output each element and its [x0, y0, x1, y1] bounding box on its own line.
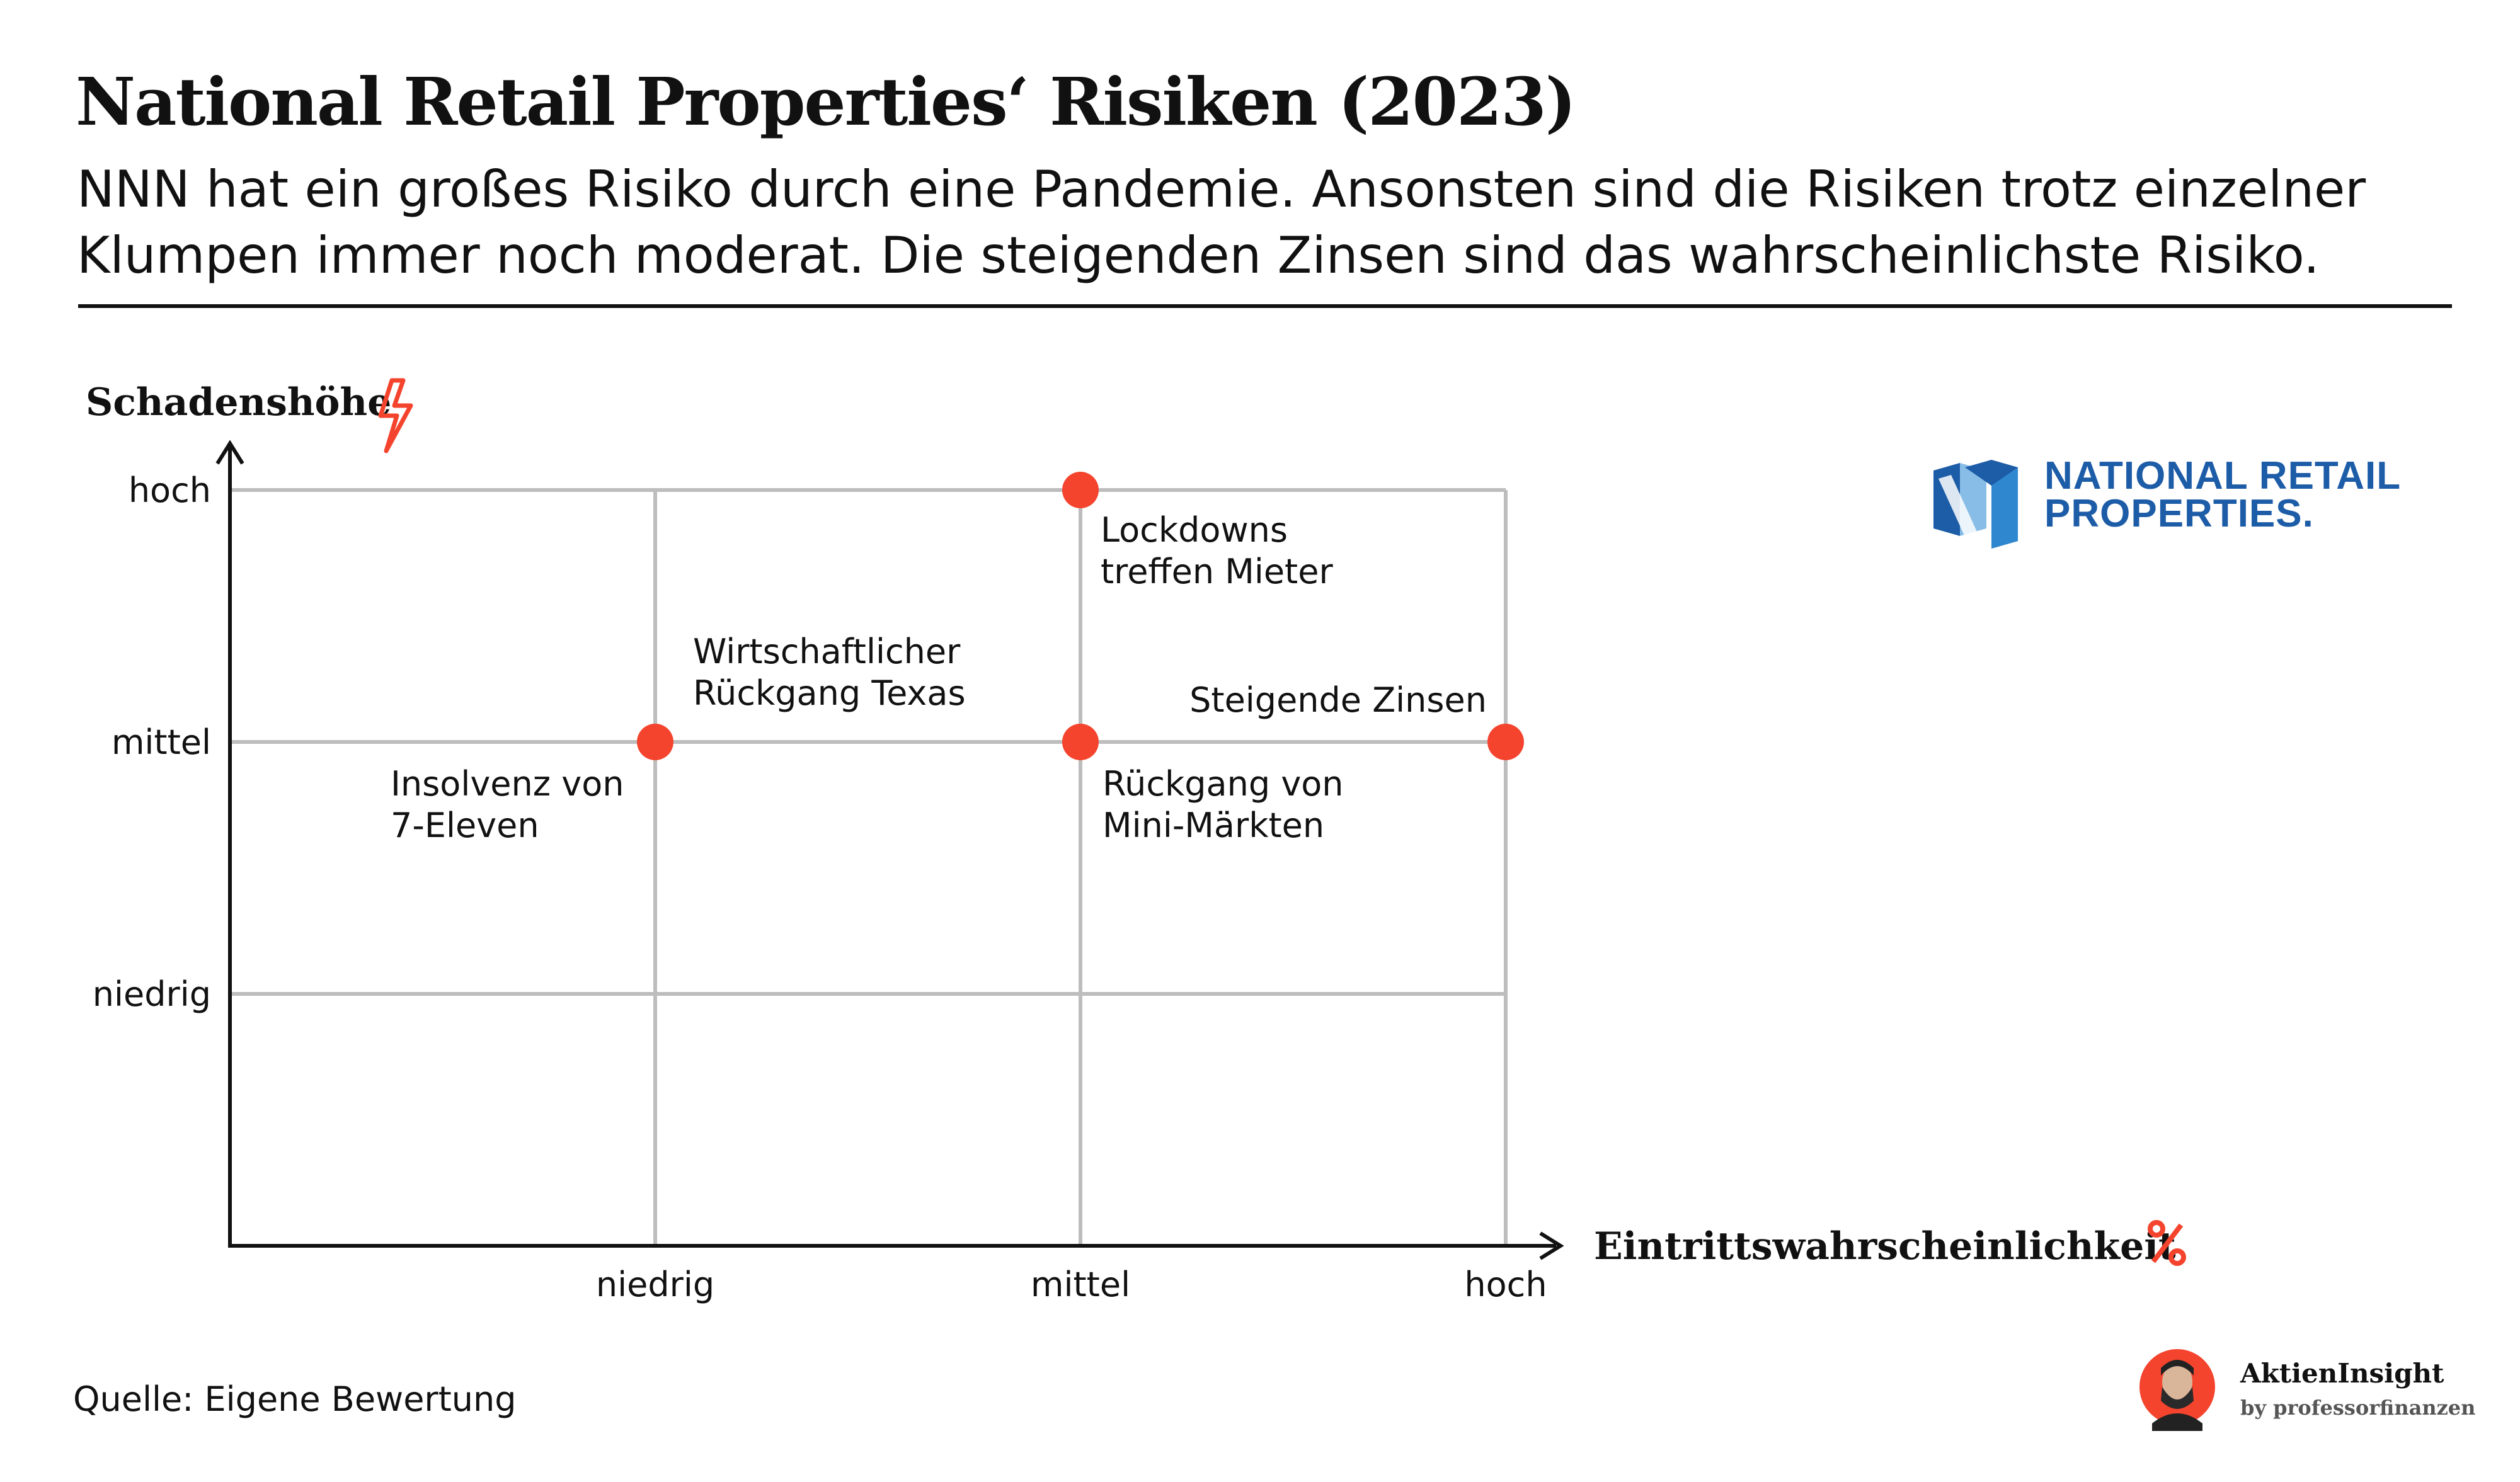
grid [230, 488, 1508, 1246]
brand-name: AktienInsight [2240, 1358, 2444, 1389]
logo-text: NATIONAL RETAIL PROPERTIES. [2044, 457, 2401, 533]
brand-byline: by professorfinanzen [2240, 1396, 2476, 1420]
point-label: Rückgang von Mini-Märkten [1102, 764, 1344, 845]
company-logo: NATIONAL RETAIL PROPERTIES. [1925, 448, 2429, 562]
percent-icon [2148, 1220, 2186, 1266]
data-point [1062, 724, 1099, 760]
x-tick-label: niedrig [596, 1265, 714, 1304]
logo-line-1: NATIONAL RETAIL [2044, 454, 2402, 498]
chart-title: National Retail Properties‘ Risiken (202… [76, 63, 1576, 140]
point-label: Lockdowns treffen Mieter [1101, 510, 1333, 591]
source-note: Quelle: Eigene Bewertung [73, 1379, 517, 1419]
point-label: Wirtschaftlicher Rückgang Texas [693, 632, 966, 713]
y-tick-labels: niedrig mittel hoch [93, 470, 211, 1014]
brand-badge: AktienInsight by professorfinanzen [2133, 1343, 2486, 1437]
x-tick-labels: niedrig mittel hoch [596, 1265, 1547, 1304]
point-label: Steigende Zinsen [1189, 680, 1487, 720]
data-point [637, 724, 673, 760]
y-tick-label: niedrig [93, 974, 211, 1014]
title-divider [78, 304, 2452, 308]
x-tick-label: hoch [1464, 1265, 1547, 1304]
data-points [637, 472, 1524, 760]
subtitle-line-1: NNN hat ein großes Risiko durch eine Pan… [77, 160, 2366, 219]
avatar [2139, 1349, 2215, 1431]
lightning-icon [378, 378, 413, 453]
y-axis-label: Schadenshöhe [86, 380, 391, 425]
data-point [1062, 472, 1099, 508]
x-axis-arrow [1539, 1231, 1564, 1260]
point-annotations: Insolvenz von 7-Eleven Wirtschaftlicher Rüc… [391, 510, 1487, 845]
chart-subtitle: NNN hat ein großes Risiko durch eine Pan… [77, 156, 2446, 288]
x-axis-label: Eintrittswahrscheinlichkeit [1594, 1224, 2176, 1268]
logo-line-2: PROPERTIES. [2044, 492, 2314, 535]
x-tick-label: mittel [1031, 1265, 1130, 1304]
y-tick-label: mittel [112, 722, 211, 762]
data-point [1487, 724, 1524, 760]
axes [215, 440, 1564, 1260]
y-axis-arrow [215, 440, 244, 465]
nnn-logo-icon [1933, 460, 2018, 549]
point-label: Insolvenz von 7-Eleven [391, 764, 624, 845]
y-tick-label: hoch [129, 470, 211, 510]
subtitle-line-2: Klumpen immer noch moderat. Die steigend… [77, 226, 2320, 285]
